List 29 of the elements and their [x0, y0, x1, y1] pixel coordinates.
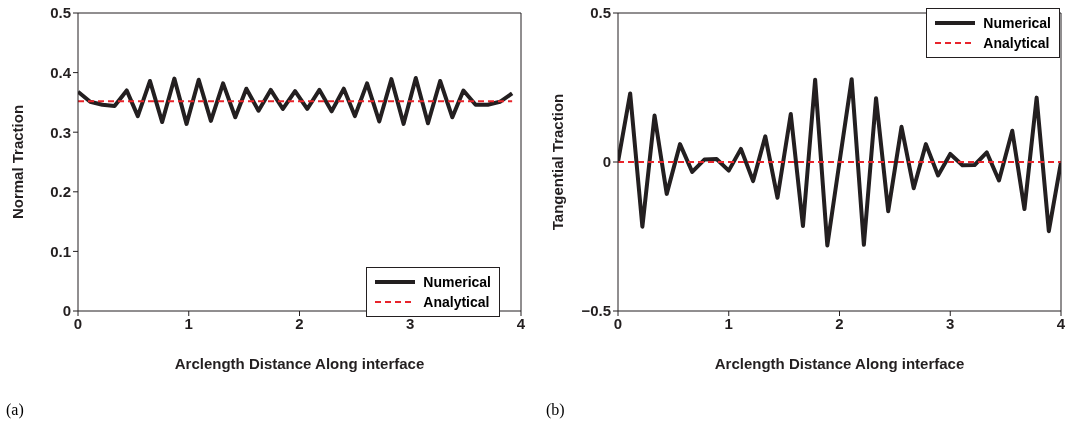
x-tick-label: 2	[835, 314, 844, 332]
x-tick-label: 0	[613, 314, 623, 332]
x-axis-title: Arclength Distance Along interface	[714, 355, 965, 372]
text: (b)	[546, 401, 565, 419]
x-tick-label: 3	[406, 314, 415, 332]
y-tick-label: 0.1	[50, 242, 71, 260]
y-tick-label: 0.5	[50, 4, 71, 22]
x-tick-label: 0	[73, 314, 83, 332]
y-tick-label: 0.4	[50, 63, 72, 81]
y-tick-label: 0	[602, 153, 611, 171]
y-tick-label: −0.5	[581, 302, 611, 320]
x-tick-label: 2	[295, 314, 304, 332]
y-axis-title: Normal Traction	[9, 104, 27, 220]
y-axis-title: Tangential Traction	[549, 93, 567, 231]
legend-label: Analytical	[983, 35, 1050, 51]
x-tick-label: 4	[1056, 314, 1066, 332]
y-tick-label: 0	[62, 302, 71, 320]
y-tick-label: 0.5	[590, 4, 611, 22]
legend-label: Numerical	[983, 15, 1051, 31]
text: (a)	[6, 401, 24, 419]
x-tick-label: 3	[946, 314, 955, 332]
x-tick-label: 4	[516, 314, 526, 332]
y-tick-label: 0.2	[50, 183, 71, 201]
x-axis-title: Arclength Distance Along interface	[174, 355, 425, 372]
legend-label: Analytical	[423, 294, 490, 310]
legend-label: Numerical	[423, 274, 491, 290]
x-tick-label: 1	[184, 314, 193, 332]
y-tick-label: 0.3	[50, 123, 71, 141]
x-tick-label: 1	[724, 314, 733, 332]
